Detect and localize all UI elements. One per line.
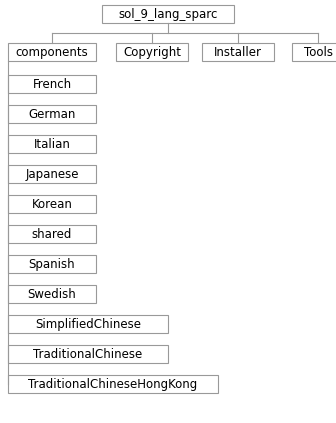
- Text: Korean: Korean: [32, 198, 73, 211]
- Text: Italian: Italian: [34, 137, 71, 151]
- Bar: [8, 225, 96, 243]
- Text: German: German: [28, 107, 76, 121]
- Text: TraditionalChineseHongKong: TraditionalChineseHongKong: [28, 377, 198, 390]
- Text: Japanese: Japanese: [25, 168, 79, 181]
- Bar: [8, 135, 96, 153]
- Text: shared: shared: [32, 228, 72, 241]
- Text: TraditionalChinese: TraditionalChinese: [33, 348, 142, 360]
- Bar: [202, 43, 274, 61]
- Text: SimplifiedChinese: SimplifiedChinese: [35, 318, 141, 330]
- Bar: [8, 345, 168, 363]
- Bar: [8, 255, 96, 273]
- Bar: [8, 375, 218, 393]
- Text: components: components: [16, 46, 88, 58]
- Text: Spanish: Spanish: [29, 258, 75, 270]
- Bar: [8, 43, 96, 61]
- Text: Swedish: Swedish: [28, 288, 76, 300]
- Bar: [8, 195, 96, 213]
- Text: Installer: Installer: [214, 46, 262, 58]
- Text: sol_9_lang_sparc: sol_9_lang_sparc: [118, 8, 218, 20]
- Text: Copyright: Copyright: [123, 46, 181, 58]
- Bar: [292, 43, 336, 61]
- Bar: [102, 5, 234, 23]
- Bar: [8, 105, 96, 123]
- Bar: [8, 285, 96, 303]
- Text: Tools: Tools: [303, 46, 333, 58]
- Bar: [8, 75, 96, 93]
- Bar: [8, 165, 96, 183]
- Bar: [8, 315, 168, 333]
- Text: French: French: [33, 77, 72, 91]
- Bar: [116, 43, 188, 61]
